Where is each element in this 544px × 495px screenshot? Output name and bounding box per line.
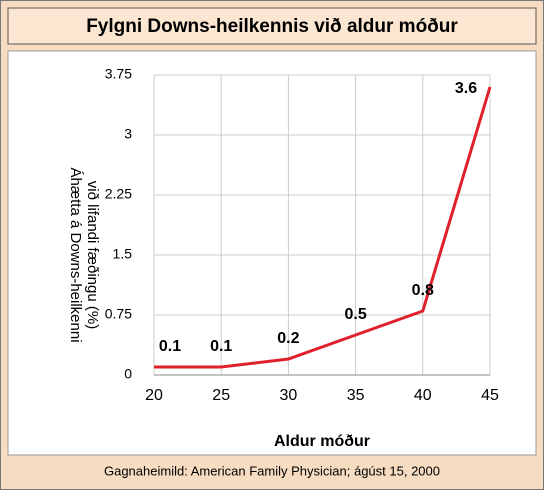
x-tick-label: 25 bbox=[212, 387, 230, 404]
x-axis-label: Aldur móður bbox=[274, 433, 370, 450]
plot-panel bbox=[7, 50, 537, 456]
y-tick-label: 0.75 bbox=[105, 306, 132, 322]
chart-title: Fylgni Downs-heilkennis við aldur móður bbox=[86, 16, 458, 37]
y-axis-label: við lifandi fæðingu (%) bbox=[84, 181, 101, 329]
y-axis-label: Áhætta á Downs-heilkenni bbox=[67, 167, 84, 342]
y-tick-label: 2.25 bbox=[105, 186, 132, 202]
data-line bbox=[154, 86, 492, 369]
source: Gagnaheimild: American Family Physician;… bbox=[104, 463, 440, 478]
data-label: 0.5 bbox=[344, 306, 366, 323]
y-tick-label: 1.5 bbox=[113, 246, 133, 262]
title-box bbox=[7, 7, 537, 45]
data-label: 3.6 bbox=[455, 80, 477, 97]
data-label: 0.8 bbox=[412, 282, 434, 299]
x-tick-label: 30 bbox=[280, 387, 298, 404]
data-label: 0.1 bbox=[210, 338, 232, 355]
data-label: 0.1 bbox=[159, 338, 181, 355]
x-tick-label: 40 bbox=[414, 387, 432, 404]
x-tick-label: 35 bbox=[347, 387, 365, 404]
y-tick-label: 0 bbox=[124, 366, 132, 382]
x-tick-label: 45 bbox=[481, 387, 499, 404]
y-tick-label: 3.75 bbox=[105, 66, 132, 82]
y-tick-label: 3 bbox=[124, 126, 132, 142]
x-tick-label: 20 bbox=[145, 387, 163, 404]
data-label: 0.2 bbox=[277, 330, 299, 347]
